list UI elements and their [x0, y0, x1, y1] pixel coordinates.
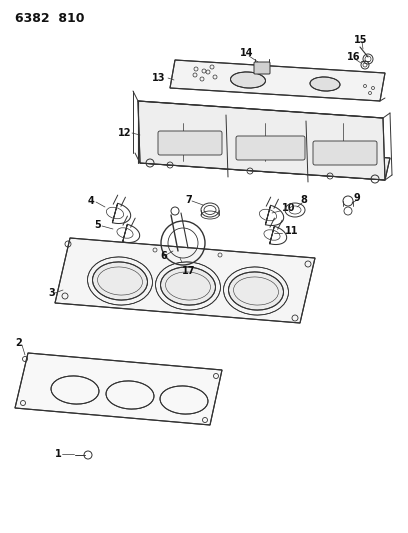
Text: 9: 9	[353, 193, 360, 203]
Ellipse shape	[310, 77, 340, 91]
Ellipse shape	[231, 72, 266, 88]
Text: 8: 8	[300, 195, 307, 205]
FancyBboxPatch shape	[313, 141, 377, 165]
Polygon shape	[55, 238, 315, 323]
Text: 15: 15	[354, 35, 368, 45]
Ellipse shape	[106, 381, 154, 409]
Ellipse shape	[224, 267, 288, 315]
Ellipse shape	[155, 262, 220, 310]
Polygon shape	[140, 141, 390, 180]
Ellipse shape	[51, 376, 99, 404]
Text: 2: 2	[15, 338, 22, 348]
Polygon shape	[138, 101, 385, 180]
FancyBboxPatch shape	[236, 136, 305, 160]
Text: 10: 10	[282, 203, 295, 213]
FancyBboxPatch shape	[254, 62, 270, 74]
Text: 11: 11	[285, 226, 299, 236]
FancyBboxPatch shape	[158, 131, 222, 155]
Text: 1: 1	[55, 449, 62, 459]
Text: 7: 7	[185, 195, 192, 205]
Text: 17: 17	[182, 266, 195, 276]
Text: 16: 16	[347, 52, 361, 62]
Text: 6: 6	[160, 251, 167, 261]
Ellipse shape	[160, 386, 208, 414]
Text: 4: 4	[88, 196, 95, 206]
Ellipse shape	[160, 267, 215, 305]
Text: 14: 14	[240, 48, 253, 58]
Polygon shape	[15, 353, 222, 425]
Ellipse shape	[228, 272, 284, 310]
Text: 13: 13	[152, 73, 166, 83]
Polygon shape	[170, 60, 385, 101]
Text: 12: 12	[118, 128, 131, 138]
Ellipse shape	[88, 257, 153, 305]
Text: 6382  810: 6382 810	[15, 12, 84, 25]
Text: 3: 3	[48, 288, 55, 298]
Text: 5: 5	[94, 220, 101, 230]
Ellipse shape	[93, 262, 147, 300]
